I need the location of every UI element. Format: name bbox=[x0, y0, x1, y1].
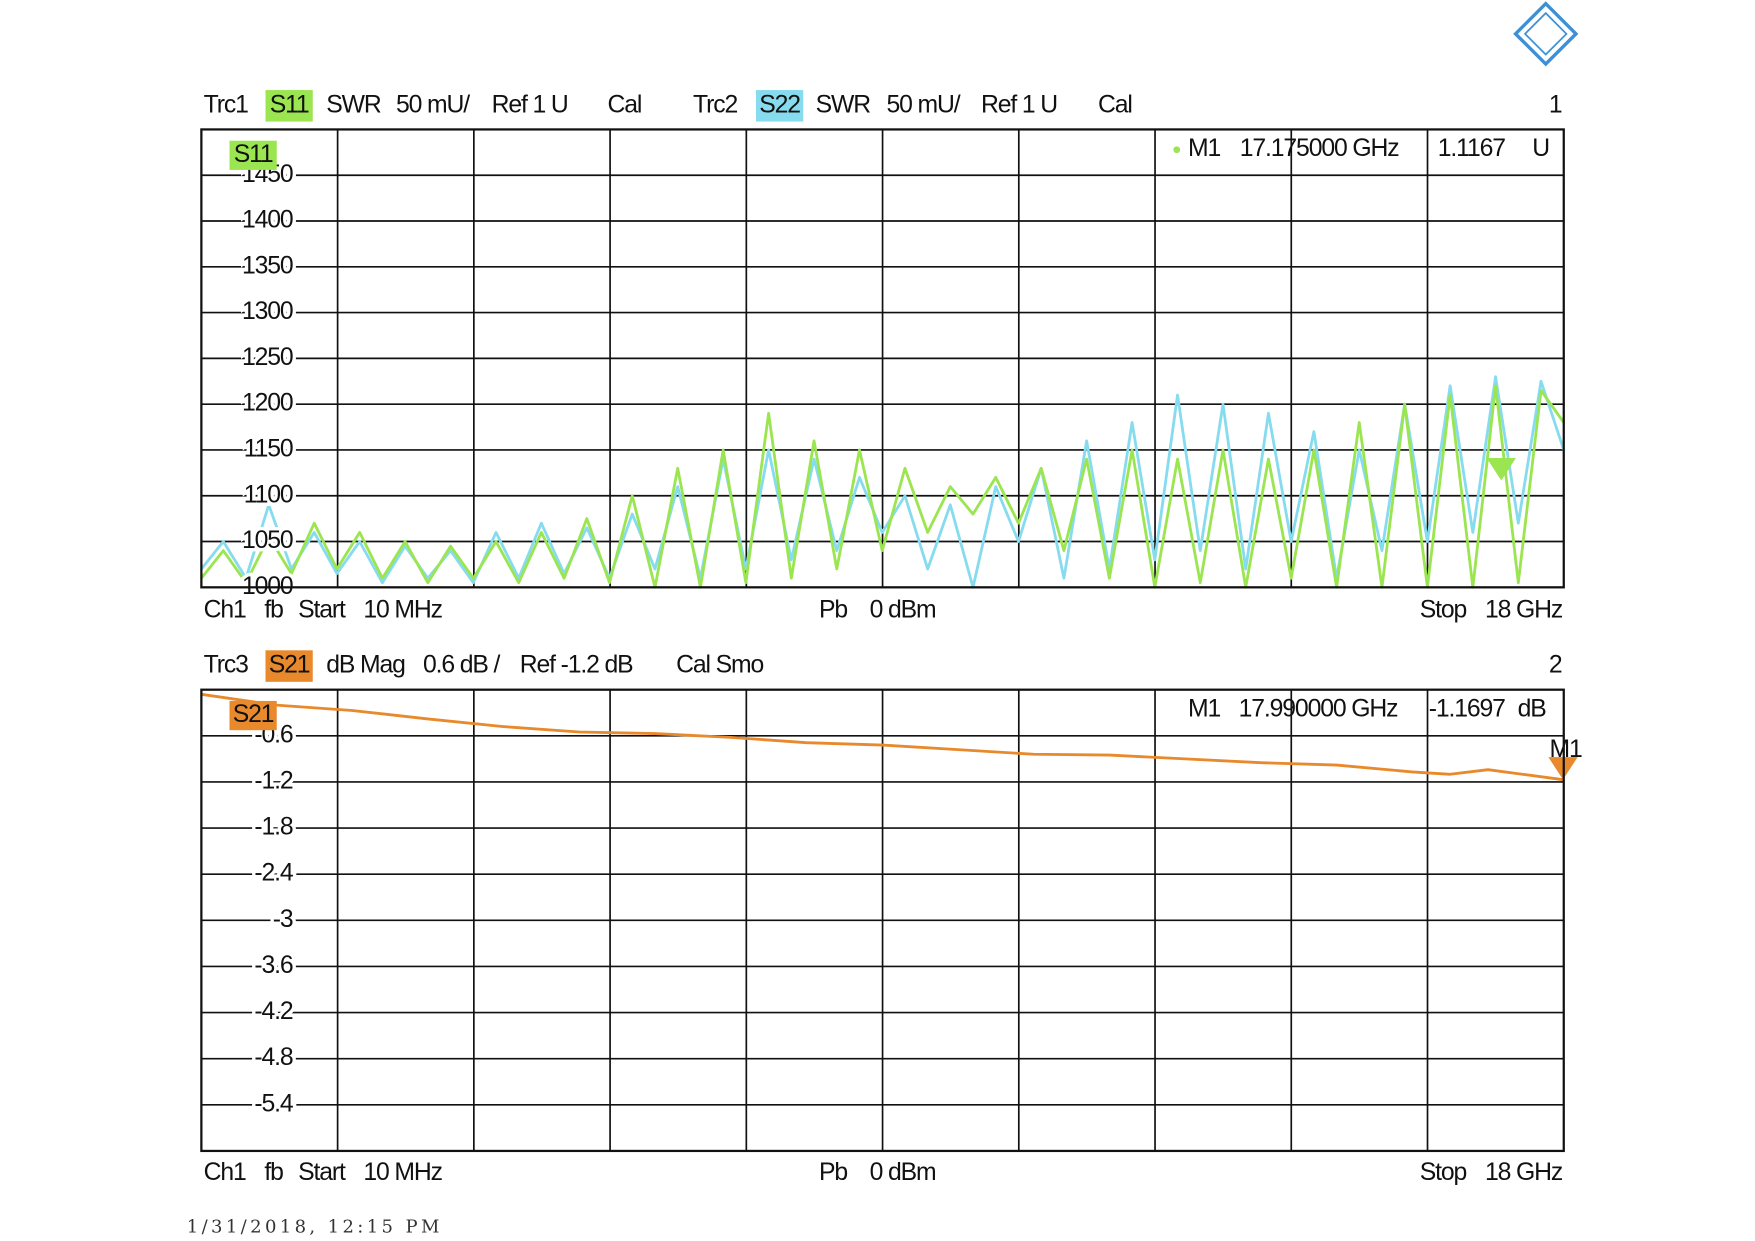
header-item: Ref -1.2 dB bbox=[520, 652, 633, 679]
footer-item: Stop bbox=[1420, 1159, 1467, 1186]
footer-item: Start bbox=[298, 596, 346, 623]
footer-item: Ch1 bbox=[204, 1159, 246, 1186]
footer-item: 0 dBm bbox=[870, 596, 936, 623]
header-item: Ref 1 U bbox=[492, 91, 568, 118]
trace-badge bbox=[265, 90, 313, 122]
trace-name: S21 bbox=[269, 652, 310, 679]
trace-tag-label: S11 bbox=[234, 141, 273, 168]
y-tick-label: -4.8 bbox=[254, 1044, 293, 1071]
diagram-2: Trc3 dB Mag 0.6 dB / Ref -1.2 dB Cal Smo S21 2… bbox=[200, 650, 1583, 1186]
header-item: dB Mag bbox=[326, 652, 405, 679]
y-tick-label: 1150 bbox=[244, 435, 293, 462]
footer-item: Pb bbox=[819, 1159, 847, 1186]
marker-name: M1 bbox=[1188, 135, 1220, 162]
plot-frame bbox=[200, 128, 1565, 589]
header-item: SWR bbox=[816, 91, 871, 118]
header-item: SWR bbox=[326, 91, 381, 118]
footer-item: 0 dBm bbox=[870, 1159, 936, 1186]
timestamp: 1/31/2018, 12:15 PM bbox=[187, 1216, 443, 1237]
header-item: Cal bbox=[608, 91, 642, 118]
y-tick-label: -3.6 bbox=[254, 952, 293, 979]
y-tick-label: -1.8 bbox=[254, 814, 293, 841]
window-number: 1 bbox=[1549, 91, 1562, 118]
window-number: 2 bbox=[1549, 652, 1562, 679]
footer-item: Pb bbox=[819, 596, 847, 623]
trace-tag-label: S21 bbox=[233, 701, 274, 728]
header-item: Trc3 bbox=[204, 652, 248, 679]
marker-unit: dB bbox=[1518, 695, 1547, 722]
header-item: Ref 1 U bbox=[981, 91, 1057, 118]
marker-y: 1.1167 bbox=[1438, 135, 1505, 162]
footer-item: 10 MHz bbox=[363, 596, 442, 623]
marker-triangle bbox=[1486, 457, 1516, 481]
y-tick-label: 1100 bbox=[244, 481, 293, 508]
y-tick-label: 1400 bbox=[242, 207, 293, 234]
trace-tag bbox=[229, 700, 277, 731]
y-tick-label: 1200 bbox=[242, 390, 293, 417]
footer-item: Start bbox=[298, 1159, 346, 1186]
y-tick-label: -4.2 bbox=[254, 998, 293, 1025]
trace-name: S11 bbox=[270, 91, 309, 118]
y-tick-label: -1.2 bbox=[254, 767, 293, 794]
header-item: 0.6 dB / bbox=[423, 652, 501, 679]
y-tick-label: -5.4 bbox=[254, 1090, 294, 1117]
marker-bullet bbox=[1173, 146, 1181, 154]
footer-item: fb bbox=[264, 1159, 283, 1186]
rs-logo bbox=[1513, 1, 1579, 67]
diagram-1: Trc1 SWR 50 mU/Ref 1 U Cal Trc2 SWR 50 mU/Ref … bbox=[200, 90, 1566, 623]
y-tick-label: -3 bbox=[273, 906, 293, 933]
marker-unit: U bbox=[1532, 135, 1549, 162]
header-item: Trc1 bbox=[204, 91, 248, 118]
trace-name: S22 bbox=[759, 91, 800, 118]
marker-y: -1.1697 bbox=[1429, 695, 1505, 722]
header-item: 50 mU/ bbox=[396, 91, 470, 118]
footer-item: 18 GHz bbox=[1485, 596, 1563, 623]
trace-badge bbox=[756, 90, 804, 122]
trace-tag bbox=[229, 140, 277, 170]
plot-frame bbox=[200, 688, 1565, 1153]
footer-item: fb bbox=[264, 596, 283, 623]
marker-label: M1 bbox=[1549, 736, 1581, 763]
y-tick-label: 1050 bbox=[242, 527, 293, 554]
header-item: Trc2 bbox=[693, 91, 737, 118]
marker-x: 17.175000 GHz bbox=[1240, 135, 1399, 162]
footer-item: 10 MHz bbox=[363, 1159, 442, 1186]
header-item: Cal bbox=[1098, 91, 1132, 118]
trace-badge bbox=[265, 650, 313, 682]
header-item: 50 mU/ bbox=[887, 91, 961, 118]
trace-line bbox=[201, 692, 1564, 782]
marker-x: 17.990000 GHz bbox=[1239, 695, 1398, 722]
y-tick-label: -2.4 bbox=[254, 860, 294, 887]
footer-item: Stop bbox=[1420, 596, 1467, 623]
y-tick-label: 1250 bbox=[242, 344, 293, 371]
footer-item: 18 GHz bbox=[1485, 1159, 1563, 1186]
marker-name: M1 bbox=[1188, 695, 1220, 722]
y-tick-label: 1350 bbox=[242, 252, 293, 279]
header-item: Cal Smo bbox=[676, 652, 763, 679]
y-tick-label: 1300 bbox=[242, 298, 293, 325]
footer-item: Ch1 bbox=[204, 596, 246, 623]
